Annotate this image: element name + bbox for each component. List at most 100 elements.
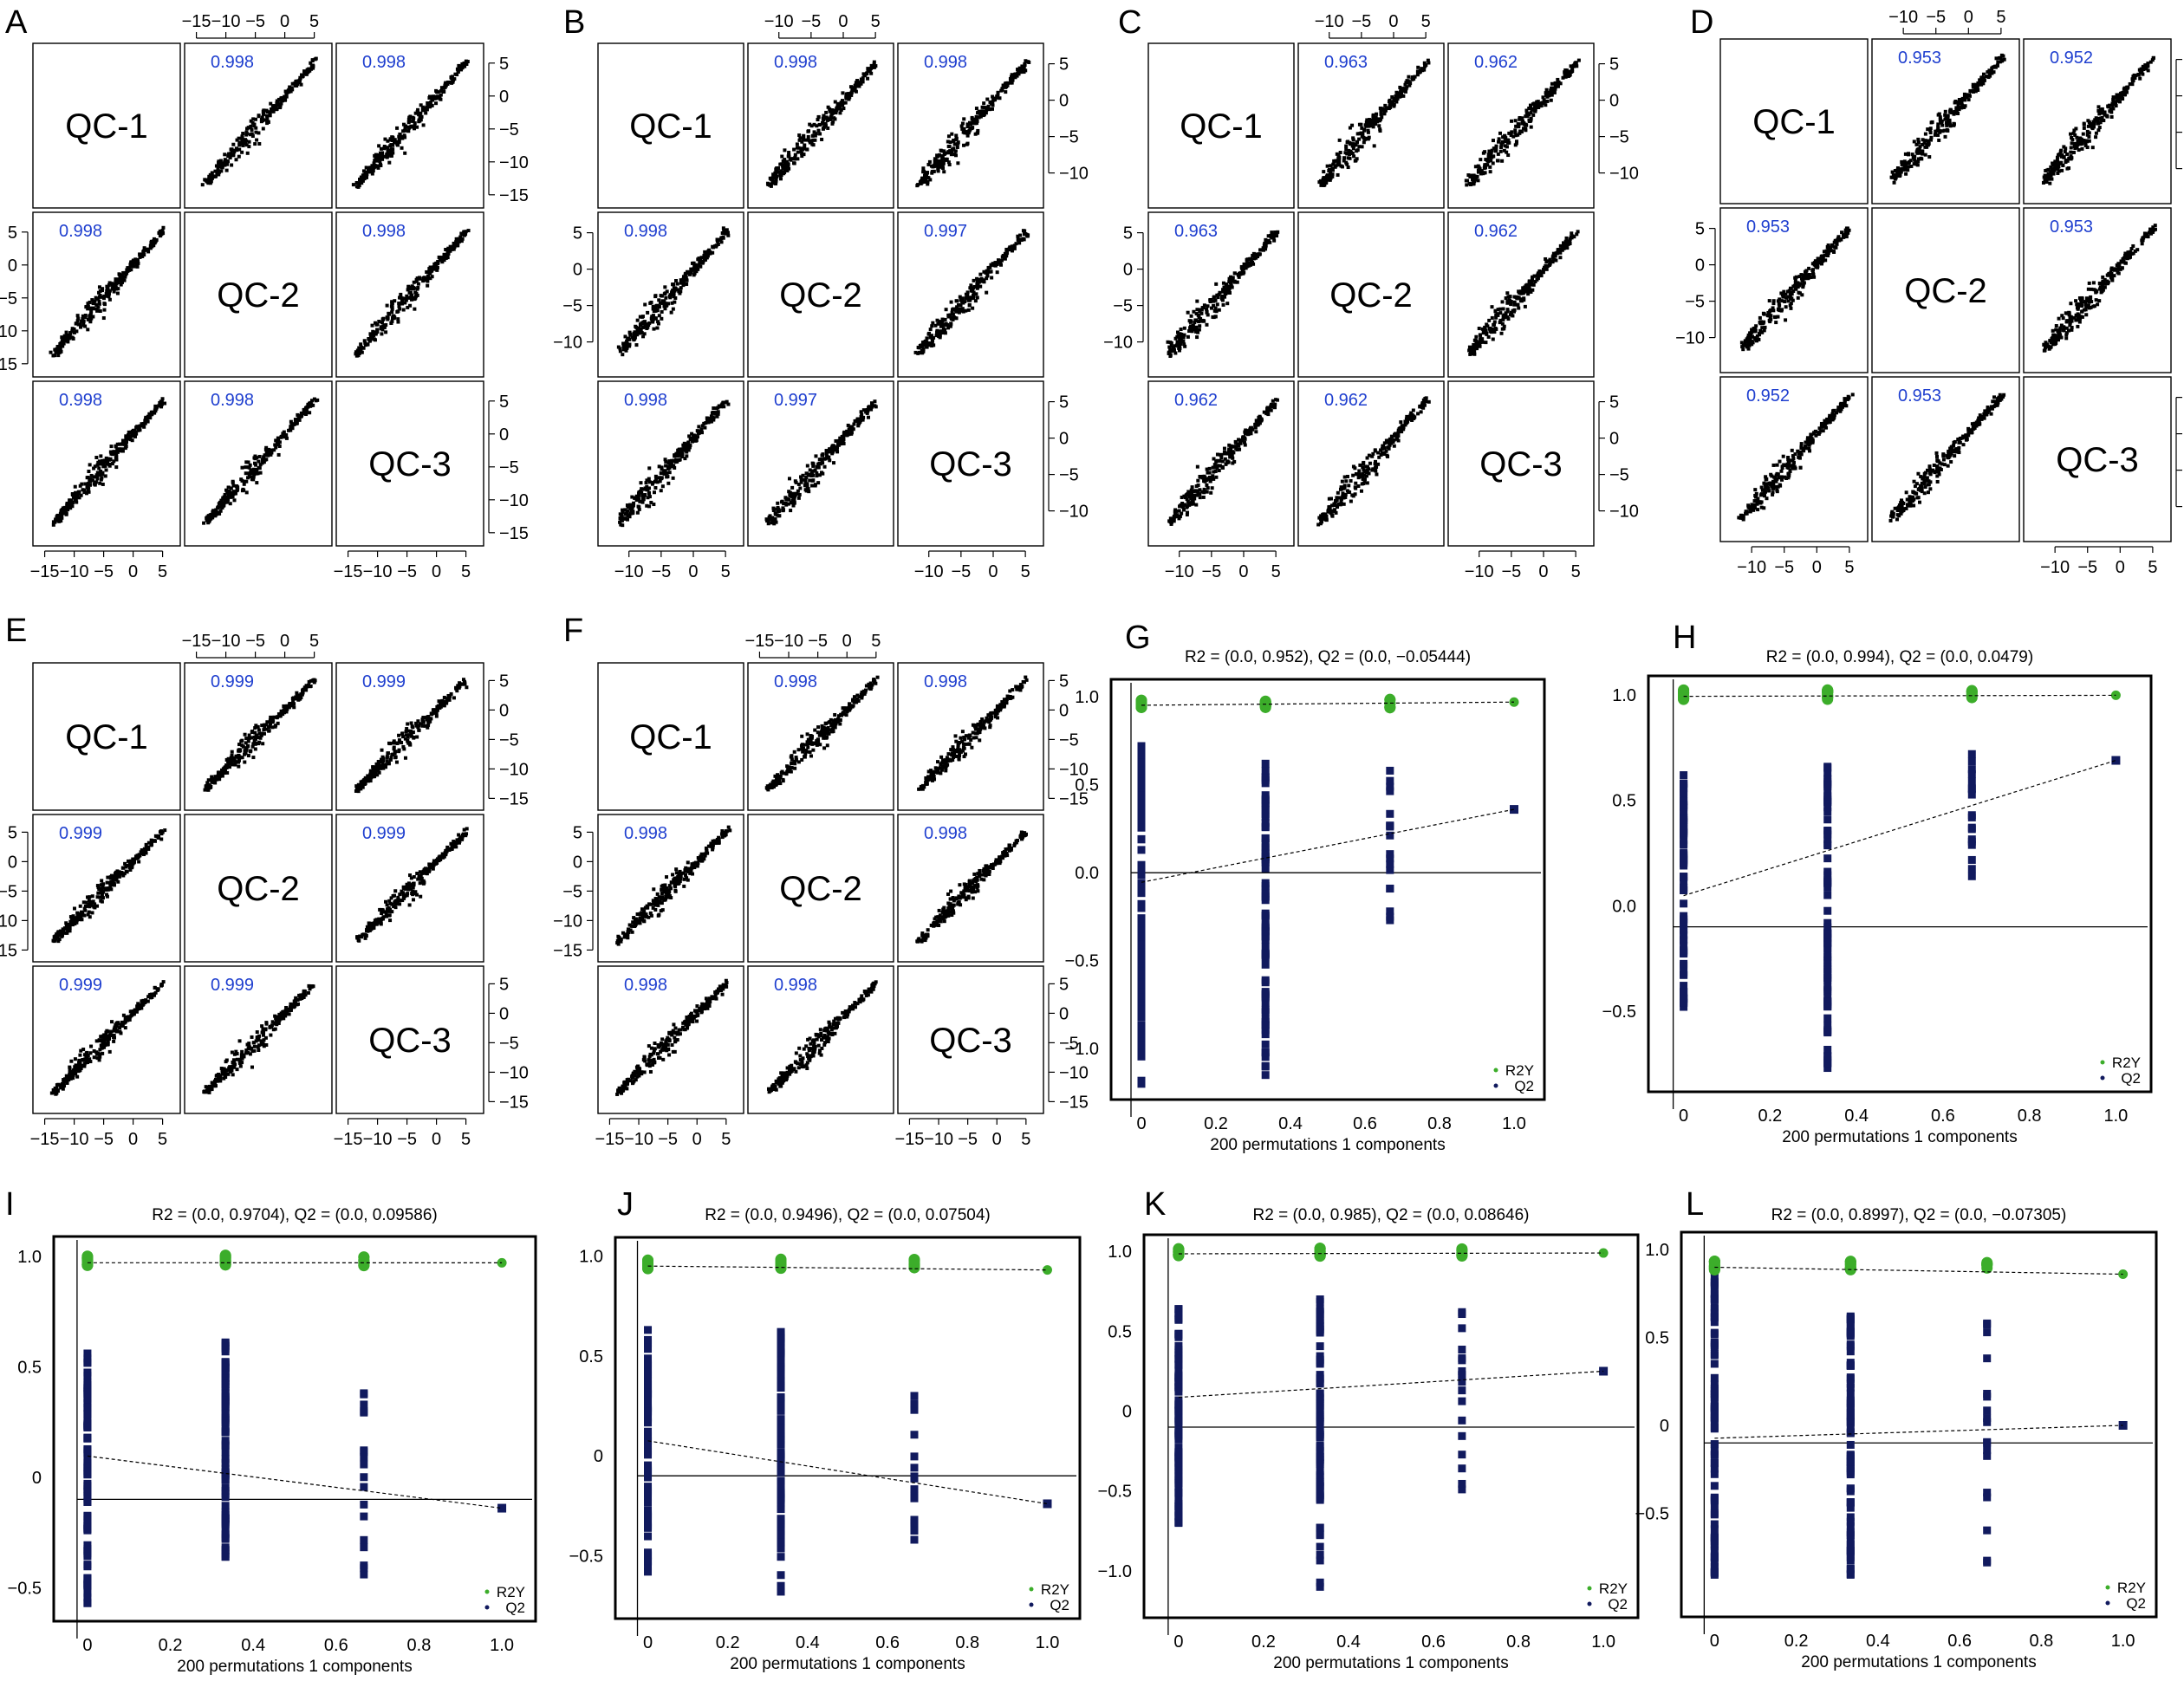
scatter-point	[255, 468, 259, 472]
scatter-point	[793, 494, 797, 498]
scatter-point	[1231, 461, 1235, 465]
scatter-point	[235, 484, 239, 488]
scatter-point	[665, 289, 669, 294]
scatter-point	[1927, 155, 1932, 159]
axis-tick-label: 0	[128, 562, 138, 581]
scatter-point	[230, 147, 234, 152]
scatter-point	[653, 474, 658, 478]
scatter-point	[943, 151, 947, 155]
axis-tick-label: −5	[499, 458, 519, 477]
scatter-point	[1472, 342, 1476, 347]
scatter-point	[638, 323, 642, 328]
scatter-point	[660, 309, 664, 314]
scatter-point	[1340, 165, 1344, 169]
scatter-point	[674, 279, 679, 283]
scatter-point	[1486, 155, 1491, 159]
scatter-point	[975, 276, 979, 281]
scatter-point	[1336, 157, 1341, 161]
scatter-point	[1474, 334, 1479, 339]
scatter-point	[958, 295, 962, 299]
scatter-point	[954, 299, 959, 303]
scatter-point	[787, 497, 791, 502]
scatter-point	[621, 523, 625, 528]
scatter-point	[778, 177, 783, 181]
matrix-cell-frame	[1447, 380, 1595, 547]
scatter-point	[115, 442, 120, 446]
scatter-point	[1355, 472, 1359, 477]
scatter-point	[1319, 183, 1323, 187]
scatter-point	[260, 115, 264, 120]
scatter-point	[361, 173, 365, 178]
scatter-point	[439, 256, 444, 260]
matrix-cell-points	[1467, 230, 1580, 356]
scatter-point	[1322, 170, 1326, 174]
scatter-point	[135, 264, 140, 269]
scatter-point	[1000, 258, 1004, 263]
scatter-point	[1325, 164, 1329, 168]
scatter-point	[781, 166, 785, 171]
scatter-point	[307, 69, 311, 74]
scatter-point	[430, 269, 434, 273]
matrix-cell-points	[1317, 58, 1431, 187]
scatter-point	[774, 171, 778, 175]
scatter-point	[789, 158, 793, 162]
scatter-point	[101, 296, 106, 301]
scatter-point	[80, 319, 84, 323]
scatter-point	[632, 501, 636, 505]
scatter-point	[691, 436, 695, 440]
scatter-point	[361, 169, 366, 173]
scatter-point	[628, 506, 633, 510]
scatter-point	[213, 514, 218, 518]
scatter-point	[1349, 499, 1353, 503]
scatter-point	[828, 447, 832, 451]
scatter-point	[664, 302, 668, 306]
scatter-point	[85, 491, 89, 496]
scatter-point	[287, 89, 291, 94]
scatter-point	[719, 240, 724, 244]
scatter-point	[664, 303, 668, 308]
scatter-point	[818, 123, 822, 127]
correlation-value: 0.998	[211, 53, 254, 72]
scatter-point	[374, 159, 379, 163]
scatter-point	[925, 171, 929, 175]
scatter-point	[1523, 304, 1527, 308]
scatter-point	[778, 173, 783, 178]
scatter-point	[652, 309, 656, 314]
scatter-point	[1348, 126, 1352, 130]
scatter-point	[65, 503, 69, 507]
scatter-point	[1383, 107, 1388, 112]
scatter-point	[408, 287, 413, 291]
scatter-point	[1527, 289, 1531, 294]
scatter-point	[299, 82, 303, 87]
scatter-point	[264, 108, 269, 113]
scatter-point	[71, 496, 75, 500]
scatter-point	[1196, 478, 1200, 483]
scatter-point	[824, 115, 829, 120]
scatter-point	[699, 430, 704, 434]
matrix-cell-frame	[184, 211, 333, 378]
axis-tick-label: 5	[1609, 393, 1619, 412]
scatter-point	[1494, 146, 1498, 151]
scatter-point	[70, 501, 75, 505]
scatter-point	[1564, 236, 1569, 240]
scatter-point	[137, 425, 141, 430]
scatter-point	[1193, 328, 1198, 332]
scatter-point	[118, 442, 122, 446]
scatter-point	[1484, 341, 1488, 345]
scatter-point	[1386, 454, 1390, 458]
scatter-point	[150, 410, 154, 414]
scatter-point	[275, 107, 279, 111]
scatter-point	[1016, 237, 1020, 242]
scatter-point	[1232, 271, 1237, 276]
scatter-point	[1380, 107, 1384, 111]
scatter-point	[445, 81, 450, 86]
scatter-point	[202, 521, 206, 525]
scatter-point	[647, 491, 651, 496]
scatter-point	[946, 140, 950, 144]
scatter-point	[658, 479, 662, 484]
scatter-point	[447, 80, 452, 84]
scatter-point	[651, 307, 655, 311]
scatter-point	[684, 276, 688, 280]
scatter-point	[386, 146, 390, 151]
